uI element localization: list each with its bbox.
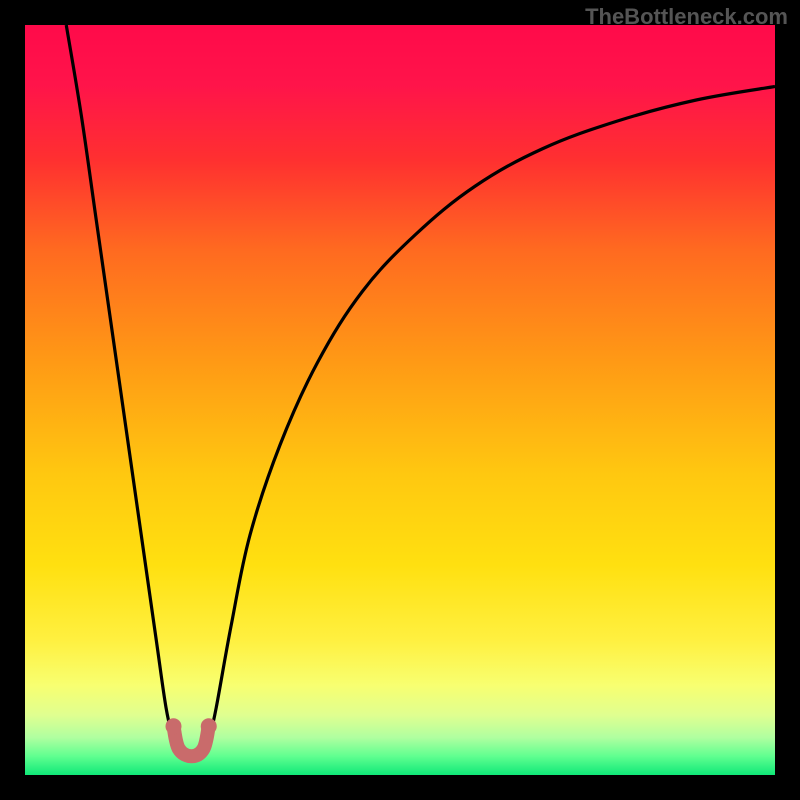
- valley-marker-dot-left: [166, 718, 182, 734]
- chart-container: TheBottleneck.com: [0, 0, 800, 800]
- curve-left-branch: [66, 25, 173, 741]
- bottleneck-curve: [25, 25, 775, 775]
- watermark-text: TheBottleneck.com: [585, 4, 788, 30]
- valley-marker-dot-right: [201, 718, 217, 734]
- curve-right-branch: [209, 87, 775, 742]
- plot-area: [25, 25, 775, 775]
